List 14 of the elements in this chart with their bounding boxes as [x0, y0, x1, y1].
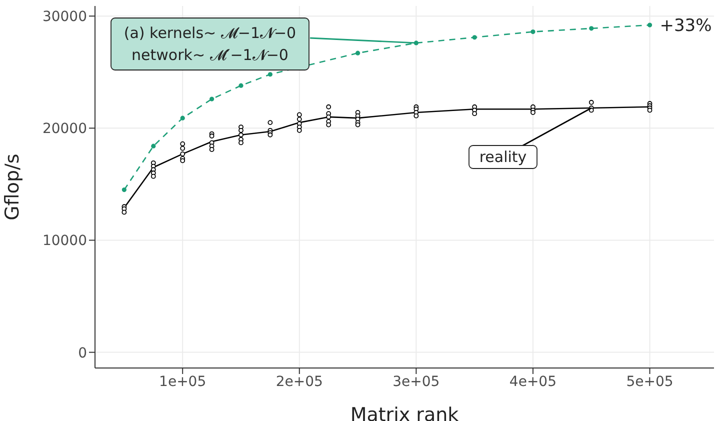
y-tick-label: 10000	[42, 233, 87, 250]
x-tick-label: 5e+05	[626, 374, 674, 390]
y-axis-title: Gflop/s	[2, 154, 24, 220]
x-tick-label: 4e+05	[509, 374, 557, 390]
x-tick-label: 2e+05	[276, 374, 323, 390]
x-tick-label: 1e+05	[159, 374, 206, 390]
y-tick-label: 20000	[42, 121, 87, 138]
annotation: reality	[479, 148, 527, 166]
annotation: (a) kernels∼ 𝓜−1𝓝−0 network∼ 𝓜′−1𝓝−0	[124, 24, 296, 64]
x-axis-title: Matrix rank	[350, 404, 459, 421]
y-tick-label: 30000	[42, 9, 87, 26]
x-tick-label: 3e+05	[392, 374, 440, 390]
annotation: +33%	[660, 16, 712, 36]
y-tick-label: 0	[78, 345, 87, 362]
